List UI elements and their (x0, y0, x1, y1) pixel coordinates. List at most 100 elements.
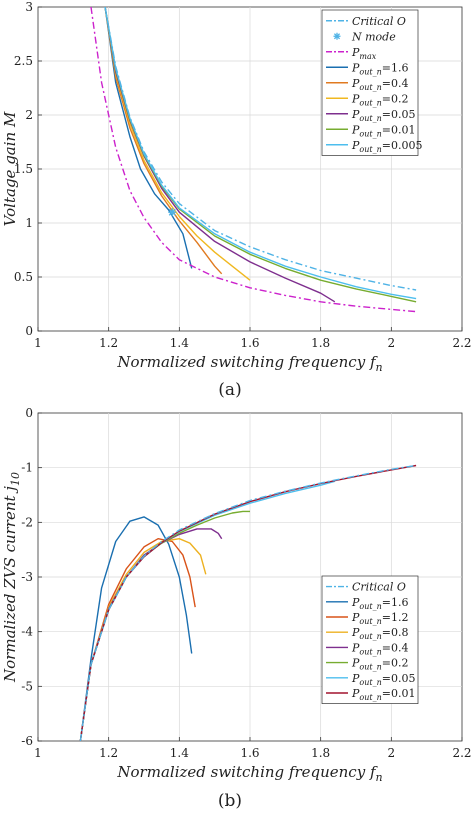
legend-label-2: Pmax (351, 46, 377, 61)
y-tick-label: -1 (21, 461, 33, 475)
y-tick-label: 1.5 (14, 162, 33, 176)
series-marker-1 (168, 208, 177, 217)
x-axis-label: Normalized switching frequency fn (116, 763, 382, 784)
legend-label-name: P (351, 108, 360, 121)
x-tick-label: 1.8 (311, 336, 330, 350)
y-axis-label-main: Normalized ZVS current j (1, 486, 19, 683)
series-line-1 (79, 516, 193, 741)
y-tick-label: 2.5 (14, 54, 33, 68)
legend-label-8: Pout_n=0.005 (351, 139, 422, 154)
x-tick-label: 2.2 (452, 746, 471, 760)
legend-label-name: P (351, 626, 360, 639)
legend-label-5: Pout_n=0.2 (351, 92, 408, 107)
legend-label-sub: out_n (359, 678, 381, 687)
x-tick-label: 2 (388, 336, 396, 350)
x-axis-label-main: Normalized switching frequency f (116, 763, 378, 781)
legend-label-name: P (351, 687, 360, 700)
legend-label-suffix: =0.05 (382, 108, 416, 121)
y-tick-label: -4 (21, 625, 33, 639)
y-axis-label-sub: 10 (9, 472, 22, 486)
legend-label-3: Pout_n=0.8 (351, 626, 408, 641)
legend-marker-1 (333, 32, 341, 40)
legend-label-name: P (351, 77, 360, 90)
series-line-2 (90, 7, 417, 313)
legend-label-sub: out_n (359, 129, 381, 138)
legend-label-name: P (351, 92, 360, 105)
series-line-5 (104, 7, 251, 281)
legend-label-sub: out_n (359, 602, 381, 611)
x-tick-label: 1.6 (240, 746, 259, 760)
legend-label-6: Pout_n=0.05 (351, 672, 415, 687)
legend-label-name: P (351, 139, 360, 152)
legend-box (321, 575, 419, 704)
legend-label-1: Pout_n=1.6 (351, 596, 408, 611)
legend: Critical ON modePmaxPout_n=1.6Pout_n=0.4… (321, 9, 422, 156)
legend-label-name: P (351, 61, 360, 74)
x-axis-label: Normalized switching frequency fn (116, 353, 382, 374)
figure-caption: (b) (218, 791, 242, 811)
y-tick-label: 2 (25, 108, 33, 122)
y-tick-label: -3 (21, 570, 33, 584)
y-axis-label-main: Voltage gain M (1, 111, 19, 226)
y-tick-label: 0 (25, 324, 33, 338)
legend-label-7: Pout_n=0.01 (351, 687, 415, 702)
y-tick-label: 0.5 (14, 270, 33, 284)
series-line-8 (104, 7, 417, 300)
legend-label-name: P (351, 641, 360, 654)
legend-label-name: P (351, 611, 360, 624)
y-axis-label: Normalized ZVS current j10 (1, 472, 22, 683)
legend-label-sub: out_n (359, 67, 381, 76)
legend-label-name: P (351, 672, 360, 685)
legend-label-sub: out_n (359, 83, 381, 92)
legend-label-suffix: =0.2 (382, 657, 409, 670)
x-tick-label: 1 (34, 746, 42, 760)
legend-label-suffix: =1.6 (382, 61, 409, 74)
y-tick-label: 1 (25, 216, 33, 230)
legend-label-sub: out_n (359, 647, 381, 656)
legend-label-sub: max (359, 52, 376, 61)
series-line-3 (104, 7, 193, 269)
legend-label-1: N mode (351, 30, 396, 43)
legend-label-sub: out_n (359, 114, 381, 123)
legend-label-name: P (351, 657, 360, 670)
legend-label-name: Critical O (352, 581, 406, 594)
legend: Critical OPout_n=1.6Pout_n=1.2Pout_n=0.8… (321, 575, 419, 704)
x-tick-label: 2.2 (452, 336, 471, 350)
legend-label-sub: out_n (359, 617, 381, 626)
y-tick-label: -5 (21, 679, 33, 693)
legend-label-sub: out_n (359, 693, 381, 702)
series-line-0 (79, 464, 417, 741)
marker-stroke (168, 208, 176, 216)
legend-label-sub: out_n (359, 145, 381, 154)
legend-label-sub: out_n (359, 663, 381, 672)
legend-label-name: P (351, 123, 360, 136)
figure-caption: (a) (218, 380, 241, 400)
legend-label-7: Pout_n=0.01 (351, 123, 415, 138)
series-group (79, 464, 417, 741)
x-tick-label: 2 (388, 746, 396, 760)
legend-label-6: Pout_n=0.05 (351, 108, 415, 123)
legend-label-suffix: =1.6 (382, 596, 409, 609)
series-line-0 (104, 7, 417, 291)
x-axis-label-sub: n (376, 361, 383, 374)
legend-label-4: Pout_n=0.4 (351, 641, 408, 656)
legend-label-0: Critical O (352, 15, 406, 28)
legend-label-suffix: =0.01 (382, 687, 416, 700)
legend-label-suffix: =0.01 (382, 123, 416, 136)
x-axis-label-sub: n (376, 771, 383, 784)
legend-label-name: N mode (351, 30, 396, 43)
legend-label-sub: out_n (359, 98, 381, 107)
y-tick-label: -2 (21, 515, 33, 529)
legend-label-suffix: =0.4 (382, 77, 409, 90)
legend-label-suffix: =0.4 (382, 641, 409, 654)
legend-label-4: Pout_n=0.4 (351, 77, 408, 92)
y-axis-label: Voltage gain M (1, 111, 19, 226)
x-tick-label: 1.4 (170, 746, 189, 760)
x-tick-label: 1.6 (240, 336, 259, 350)
legend-label-0: Critical O (352, 581, 406, 594)
series-line-4 (104, 7, 223, 275)
x-tick-label: 1.8 (311, 746, 330, 760)
legend-label-name: P (351, 596, 360, 609)
x-tick-label: 1.2 (99, 746, 118, 760)
